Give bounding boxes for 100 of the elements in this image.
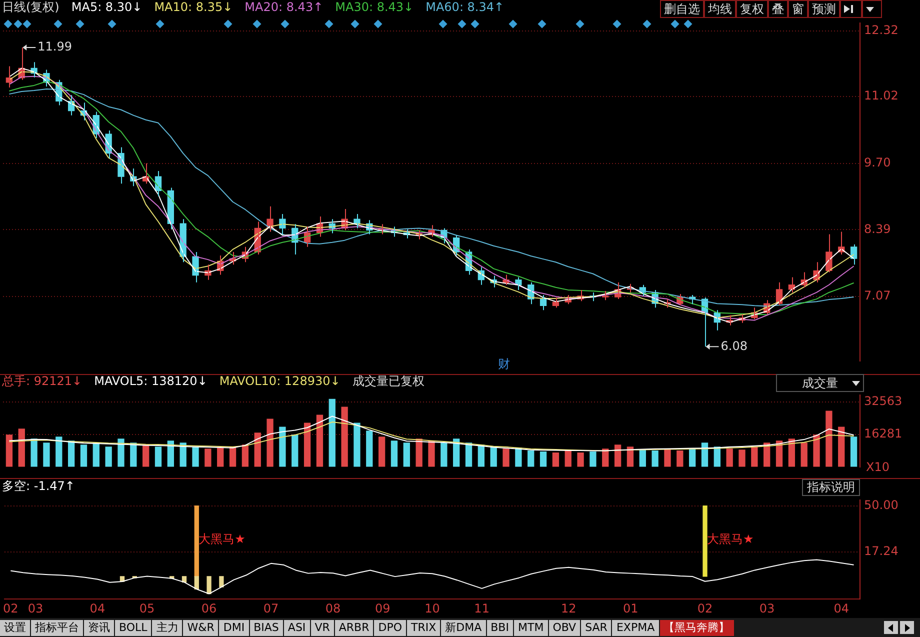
text: MA60: 8.34↑ — [426, 0, 504, 15]
annotation: 财 — [498, 356, 510, 373]
x-tick-label: 02 — [3, 601, 18, 616]
text: DMI — [219, 620, 249, 636]
bar — [142, 444, 150, 467]
bar — [328, 398, 336, 467]
y-tick-label: 7.07 — [864, 288, 891, 303]
text: MA20: 8.43↑ — [244, 0, 324, 15]
text: ASI — [284, 620, 310, 636]
text: OBV — [548, 620, 580, 636]
y-tick-label: 9.70 — [864, 156, 891, 170]
text: 叠 — [768, 0, 788, 18]
text: 指标说明 — [802, 479, 860, 496]
x-tick-label: 12 — [560, 601, 576, 616]
text: 删自选 — [660, 0, 704, 18]
text: MA5: 8.30↓ — [71, 0, 142, 15]
x-tick-label: 10 — [424, 601, 440, 616]
bar — [341, 406, 348, 467]
bar — [838, 426, 845, 467]
annotation: 6.08 — [720, 338, 748, 353]
x-tick-label: 03 — [28, 601, 44, 616]
x-tick-label: 01 — [622, 601, 638, 616]
bar — [403, 442, 410, 467]
bar — [800, 442, 808, 467]
x-tick-label: 11 — [474, 601, 490, 616]
x-tick-label: 09 — [374, 601, 390, 616]
bar — [701, 442, 708, 467]
bar — [217, 448, 224, 467]
text: W&R — [183, 620, 218, 636]
bar — [316, 414, 324, 467]
text: 主力 — [152, 620, 182, 636]
bar — [68, 440, 75, 467]
bar — [378, 436, 386, 467]
text: 预测 — [808, 0, 840, 18]
bar — [738, 450, 746, 467]
text: 成交量 — [802, 376, 838, 390]
text: MAVOL5: 138120↓ — [94, 374, 208, 389]
text: SAR — [581, 620, 612, 636]
bar — [118, 438, 124, 467]
y-axis-title: X10 — [866, 460, 890, 474]
text: 指标平台 — [31, 620, 83, 636]
bar — [502, 448, 510, 467]
text: MAVOL10: 128930↓ — [219, 374, 340, 389]
text: BOLL — [115, 620, 152, 636]
bar — [515, 448, 522, 467]
text: 窗 — [788, 0, 808, 18]
bar — [813, 434, 820, 467]
x-tick-label: 04 — [834, 601, 850, 616]
bar — [490, 446, 497, 467]
bar — [639, 450, 646, 467]
bar — [440, 442, 448, 467]
bar — [18, 428, 25, 467]
bar — [626, 446, 634, 467]
text: MA30: 8.43↓ — [335, 0, 414, 15]
bar — [304, 422, 311, 467]
bar — [453, 438, 460, 467]
y-tick-label: 12.32 — [864, 22, 898, 37]
x-tick-label: 03 — [759, 601, 775, 616]
bar — [602, 448, 609, 467]
text: MTM — [514, 620, 548, 636]
bar — [254, 432, 261, 467]
bar — [43, 442, 50, 467]
x-tick-label: 04 — [90, 601, 106, 616]
bar — [788, 438, 796, 467]
bar — [242, 444, 249, 467]
bar — [826, 410, 832, 467]
bar — [664, 448, 671, 467]
text: BIAS — [250, 620, 283, 636]
bar — [528, 450, 534, 467]
y-tick-label: 17.24 — [864, 544, 898, 558]
text: MA10: 8.35↓ — [154, 0, 233, 15]
bar — [30, 438, 38, 467]
bar — [552, 452, 560, 467]
bar — [577, 452, 584, 467]
text: DPO — [374, 620, 406, 636]
text: 日线(复权) — [2, 0, 60, 15]
x-tick-label: 08 — [325, 601, 341, 616]
y-tick-label: 50.00 — [864, 498, 898, 512]
bar — [192, 446, 199, 467]
bar — [428, 440, 435, 467]
bar — [6, 434, 13, 467]
bar — [652, 450, 658, 467]
bar — [850, 436, 858, 467]
bar — [614, 444, 622, 467]
text: 多空: -1.47↑ — [2, 479, 75, 494]
y-tick-label: 16281 — [864, 426, 902, 441]
x-tick-label: 06 — [201, 601, 217, 616]
bar — [56, 436, 62, 467]
bar — [292, 434, 298, 467]
text: 成交量已复权 — [352, 374, 424, 389]
bar — [540, 452, 547, 467]
bar — [105, 446, 112, 467]
bar — [354, 422, 360, 467]
text: 均线 — [704, 0, 736, 18]
bar — [676, 450, 684, 467]
text: 新DMA — [441, 620, 486, 636]
text: 资讯 — [84, 620, 114, 636]
bar — [154, 446, 162, 467]
y-tick-label: 11.02 — [864, 88, 898, 103]
text: EXPMA — [612, 620, 659, 636]
